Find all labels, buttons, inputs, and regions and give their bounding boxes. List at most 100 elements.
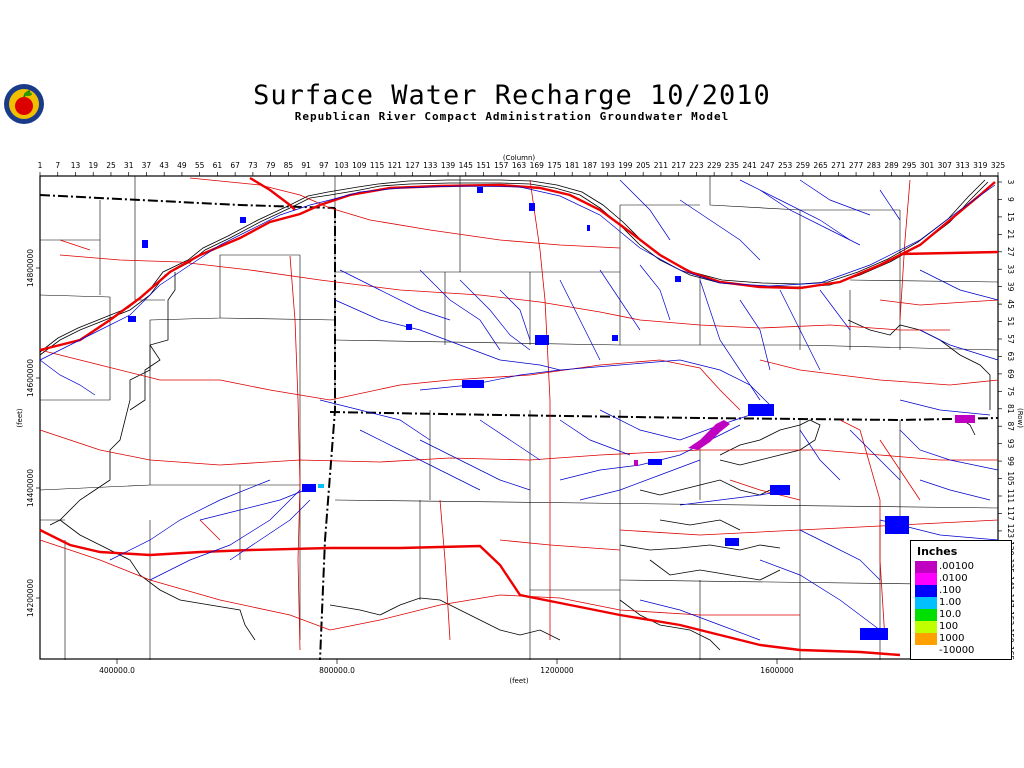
recharge-cell — [535, 335, 549, 345]
recharge-cell — [634, 460, 638, 466]
y-feet-tick-label: 14800000 — [26, 249, 35, 287]
legend-label: 1.00 — [939, 597, 962, 608]
legend-entry: .100 — [915, 585, 1007, 597]
recharge-cell — [648, 459, 662, 465]
recharge-cells — [128, 187, 975, 640]
state-line — [39, 194, 999, 661]
column-tick-label: 199 — [618, 161, 633, 170]
legend-label: -10000 — [939, 645, 975, 656]
legend-label: .00100 — [939, 561, 974, 572]
column-tick-label: 31 — [124, 161, 134, 170]
legend-entry: -10000 — [915, 645, 1007, 657]
column-tick-label: 97 — [319, 161, 329, 170]
legend-entry: 10.0 — [915, 609, 1007, 621]
column-tick-label: 253 — [778, 161, 793, 170]
legend-swatch — [915, 561, 937, 573]
legend-label: 10.0 — [939, 609, 962, 620]
rivers — [39, 179, 999, 641]
legend-entry: .0100 — [915, 573, 1007, 585]
column-tick-label: 1 — [38, 161, 43, 170]
recharge-cell — [770, 485, 790, 495]
county-boundaries — [39, 176, 999, 660]
row-tick-label: 99 — [1006, 456, 1015, 466]
row-tick-label: 51 — [1006, 317, 1015, 327]
column-tick-label: 19 — [88, 161, 98, 170]
column-tick-label: 313 — [955, 161, 970, 170]
column-tick-label: 61 — [213, 161, 223, 170]
recharge-cell — [725, 538, 739, 546]
legend-entry: 1000 — [915, 633, 1007, 645]
legend-swatch — [915, 585, 937, 597]
recharge-cell — [406, 324, 412, 330]
column-tick-label: 49 — [177, 161, 187, 170]
column-tick-label: 85 — [284, 161, 294, 170]
column-tick-label: 205 — [636, 161, 651, 170]
recharge-cell — [955, 415, 975, 423]
legend-swatch — [915, 621, 937, 633]
legend-swatch — [915, 609, 937, 621]
column-tick-label: 7 — [55, 161, 60, 170]
row-tick-label: 123 — [1006, 524, 1015, 539]
legend-label: 1000 — [939, 633, 965, 644]
column-tick-label: 235 — [725, 161, 740, 170]
column-tick-label: 325 — [991, 161, 1006, 170]
recharge-cell — [318, 484, 324, 488]
row-tick-label: 3 — [1006, 180, 1015, 185]
roads — [39, 177, 999, 651]
column-tick-label: 55 — [195, 161, 205, 170]
column-tick-label: 289 — [884, 161, 899, 170]
row-tick-label: 63 — [1006, 352, 1015, 362]
column-tick-label: 37 — [142, 161, 152, 170]
row-tick-label: 105 — [1006, 471, 1015, 486]
y-feet-tick-label: 14400000 — [26, 469, 35, 507]
row-tick-label: 117 — [1006, 506, 1015, 521]
column-tick-label: 247 — [760, 161, 775, 170]
row-tick-label: 15 — [1006, 212, 1015, 222]
recharge-cell — [462, 380, 484, 388]
legend-entry: 1.00 — [915, 597, 1007, 609]
recharge-cell — [587, 225, 590, 231]
map-frame — [39, 175, 999, 660]
legend: Inches .00100.0100.100 1.00 10.0 100 1000 -10… — [910, 540, 1012, 660]
legend-swatch — [915, 645, 937, 657]
row-tick-label: 39 — [1006, 282, 1015, 292]
row-tick-label: 69 — [1006, 369, 1015, 379]
y-feet-tick-label: 14200000 — [26, 579, 35, 617]
legend-entry: .00100 — [915, 561, 1007, 573]
column-tick-label: 301 — [920, 161, 935, 170]
y-feet-ticks: 14800000 14600000 14400000 14200000 — [26, 249, 40, 617]
row-tick-label: 21 — [1006, 230, 1015, 240]
column-tick-label: 211 — [654, 161, 669, 170]
column-tick-label: 79 — [266, 161, 276, 170]
column-tick-label: 115 — [370, 161, 385, 170]
column-tick-label: 109 — [352, 161, 367, 170]
major-highways — [39, 176, 999, 657]
recharge-cell — [885, 516, 909, 534]
column-tick-label: 307 — [938, 161, 953, 170]
row-tick-label: 75 — [1006, 387, 1015, 397]
row-tick-label: 81 — [1006, 404, 1015, 414]
column-tick-label: 169 — [530, 161, 545, 170]
x-feet-tick-label: 400000.0 — [99, 666, 135, 675]
column-tick-label: 295 — [902, 161, 917, 170]
column-tick-label: 157 — [494, 161, 509, 170]
recharge-cell — [302, 484, 316, 492]
column-ticks: 1 7 13 19 25 31 37 43 49 55 61 67 73 79 85 91 97 103 109 11… — [38, 161, 1006, 176]
column-tick-label: 193 — [601, 161, 616, 170]
row-tick-label: 45 — [1006, 299, 1015, 309]
x-feet-tick-label: 1600000 — [760, 666, 794, 675]
column-tick-label: 121 — [388, 161, 403, 170]
recharge-cell — [688, 420, 730, 450]
column-tick-label: 265 — [813, 161, 828, 170]
column-tick-label: 67 — [230, 161, 240, 170]
column-tick-label: 25 — [106, 161, 116, 170]
row-axis-label: (Row) — [1016, 408, 1024, 428]
recharge-cell — [860, 628, 888, 640]
y-feet-tick-label: 14600000 — [26, 359, 35, 397]
column-tick-label: 127 — [405, 161, 420, 170]
column-tick-label: 163 — [512, 161, 527, 170]
recharge-cell — [128, 316, 136, 322]
legend-label: .100 — [939, 585, 962, 596]
row-tick-label: 33 — [1006, 264, 1015, 274]
